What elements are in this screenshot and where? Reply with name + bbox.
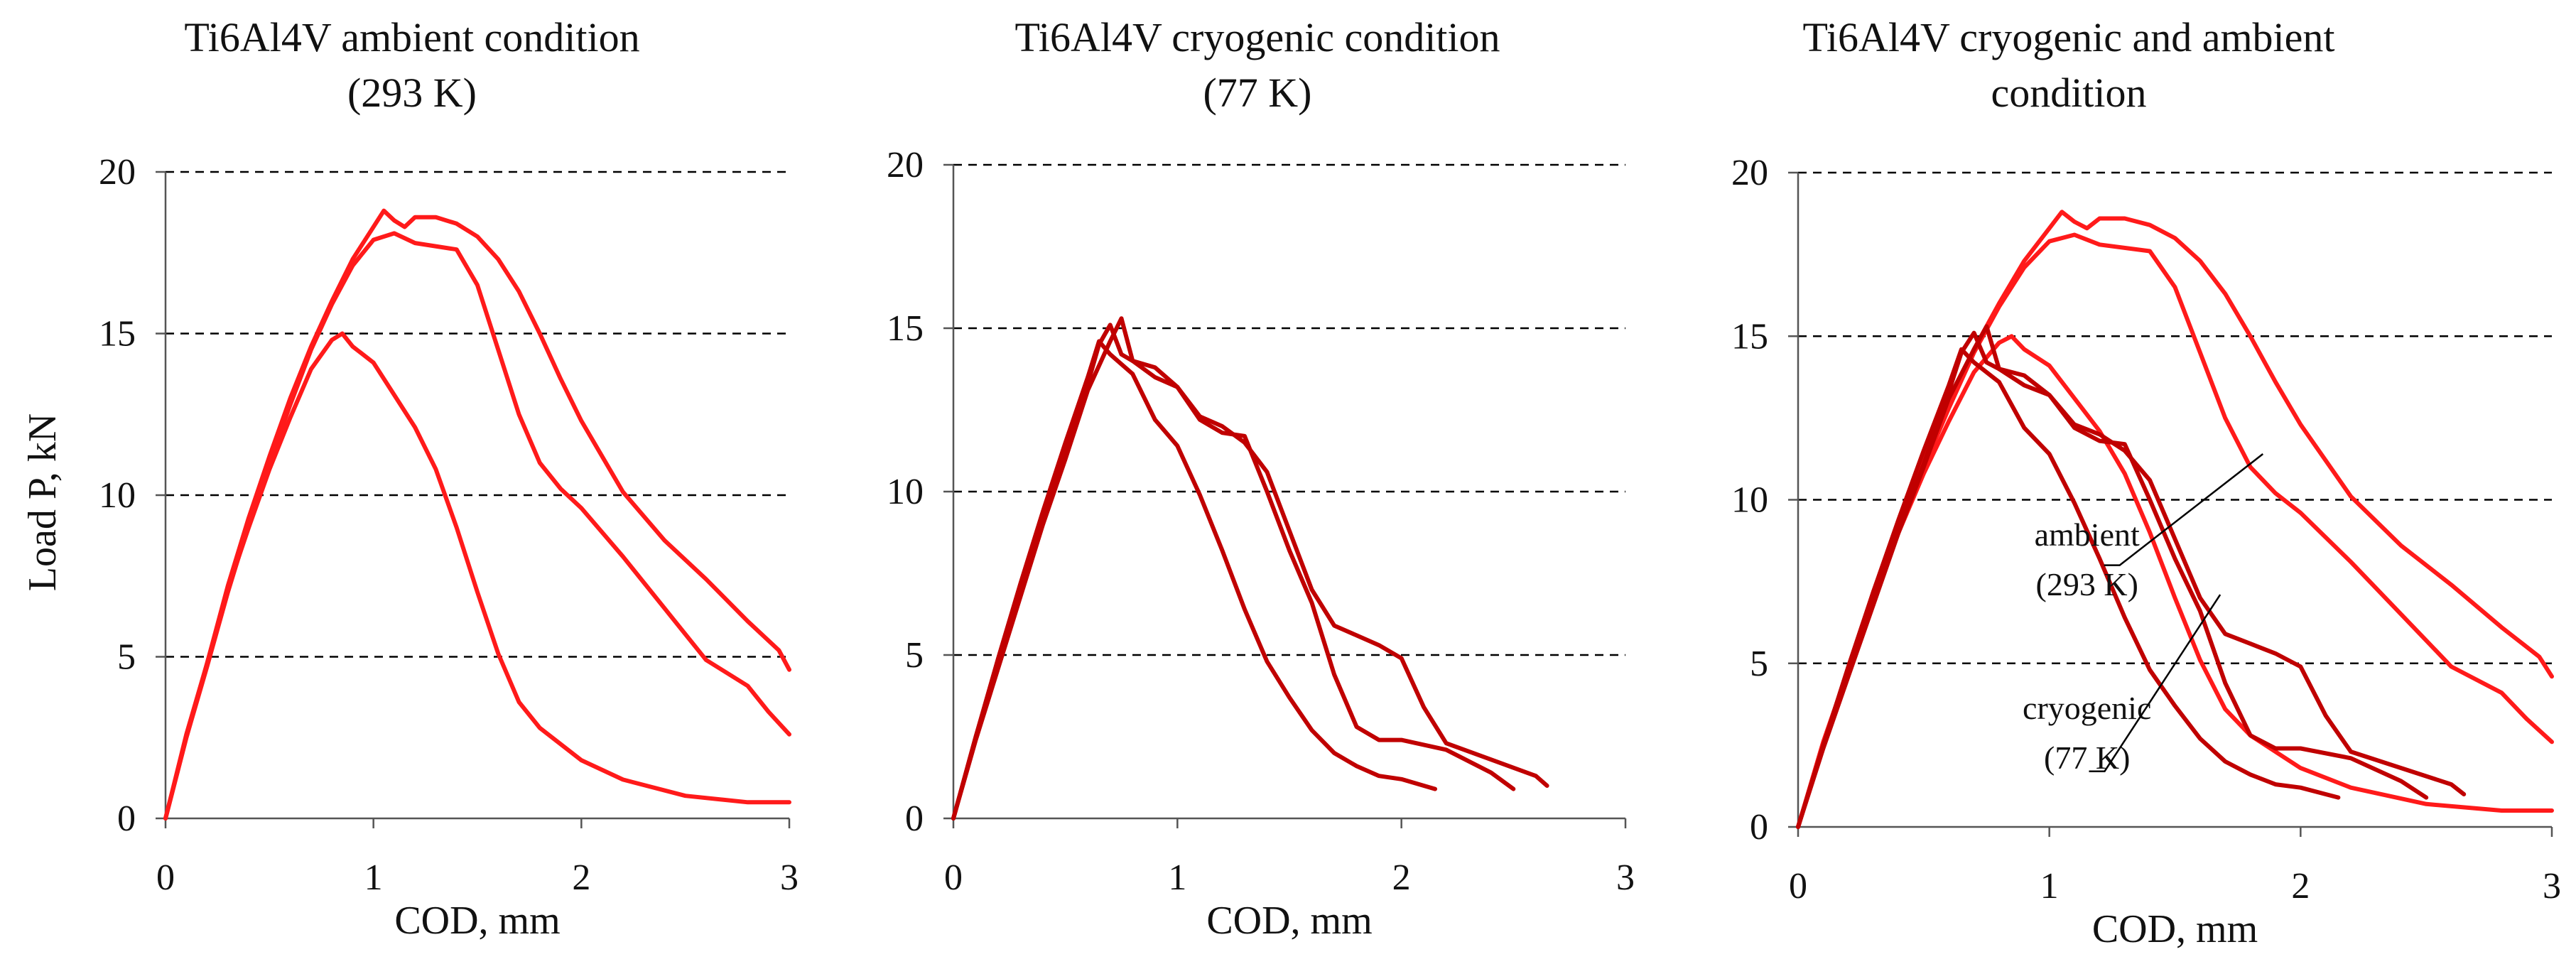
chart-panel-1: Ti6Al4V ambient condition(293 K)05101520… <box>21 14 799 943</box>
chart-title-line-2: condition <box>1991 70 2146 116</box>
x-axis-label: COD, mm <box>1206 899 1372 943</box>
y-tick-label: 20 <box>99 152 136 193</box>
y-tick-label: 0 <box>117 799 136 839</box>
x-tick-label: 2 <box>572 857 590 898</box>
y-tick-label: 20 <box>887 145 924 185</box>
y-tick-label: 10 <box>99 475 136 516</box>
x-tick-label: 2 <box>2291 866 2310 906</box>
x-tick-label: 0 <box>156 857 175 898</box>
series-line-ambient-1 <box>1796 210 2554 829</box>
annotation-leader-line <box>2104 453 2264 566</box>
series-line-cryogenic-2 <box>951 316 1516 821</box>
y-tick-label: 15 <box>99 314 136 354</box>
y-tick-label: 10 <box>1731 480 1768 521</box>
chart-title-line-2: (293 K) <box>347 70 477 116</box>
series-line-ambient-3 <box>1796 334 2554 829</box>
chart-panel-2: Ti6Al4V cryogenic condition(77 K)0510152… <box>887 14 1635 943</box>
series-line-cryogenic-3 <box>951 339 1437 821</box>
y-axis-label: Load P, kN <box>21 413 65 591</box>
y-tick-label: 0 <box>1750 807 1768 848</box>
annotation-leader-line <box>2089 594 2221 772</box>
y-tick-label: 10 <box>887 472 924 512</box>
series-line-ambient-1 <box>163 208 791 821</box>
x-tick-label: 1 <box>364 857 383 898</box>
y-tick-label: 5 <box>905 635 924 676</box>
series-line-cryogenic-5 <box>1796 324 2429 829</box>
x-tick-label: 0 <box>944 857 963 898</box>
annotation-label: cryogenic <box>2023 690 2151 726</box>
series-line-ambient-2 <box>1796 232 2554 829</box>
series-line-ambient-3 <box>163 331 791 821</box>
annotation-label: (293 K) <box>2036 566 2138 602</box>
chart-title-line-1: Ti6Al4V cryogenic condition <box>1014 14 1500 60</box>
series-line-ambient-2 <box>163 231 791 821</box>
chart-panel-3: Ti6Al4V cryogenic and ambient condition 0 5… <box>1731 14 2561 951</box>
x-tick-label: 0 <box>1789 866 1807 906</box>
chart-title-line-2: (77 K) <box>1203 70 1311 116</box>
y-tick-label: 15 <box>1731 316 1768 357</box>
x-tick-label: 3 <box>1616 857 1635 898</box>
series-line-cryogenic-6 <box>1796 347 2341 829</box>
y-tick-label: 15 <box>887 308 924 349</box>
x-tick-label: 1 <box>2040 866 2059 906</box>
annotation-label: ambient <box>2035 516 2140 553</box>
y-tick-label: 5 <box>117 637 136 678</box>
x-axis-label: COD, mm <box>2092 907 2258 951</box>
series-line-cryogenic-1 <box>951 323 1549 821</box>
chart-title-line-1: Ti6Al4V ambient condition <box>184 14 639 60</box>
x-tick-label: 3 <box>2543 866 2561 906</box>
y-tick-label: 0 <box>905 799 924 839</box>
x-tick-label: 2 <box>1392 857 1411 898</box>
chart-title-line-1: Ti6Al4V cryogenic and ambient <box>1802 14 2334 60</box>
x-tick-label: 1 <box>1168 857 1186 898</box>
y-tick-label: 5 <box>1750 644 1768 684</box>
x-axis-label: COD, mm <box>394 899 560 943</box>
annotation-label: (77 K) <box>2044 740 2130 776</box>
x-tick-label: 3 <box>780 857 799 898</box>
y-tick-label: 20 <box>1731 153 1768 193</box>
